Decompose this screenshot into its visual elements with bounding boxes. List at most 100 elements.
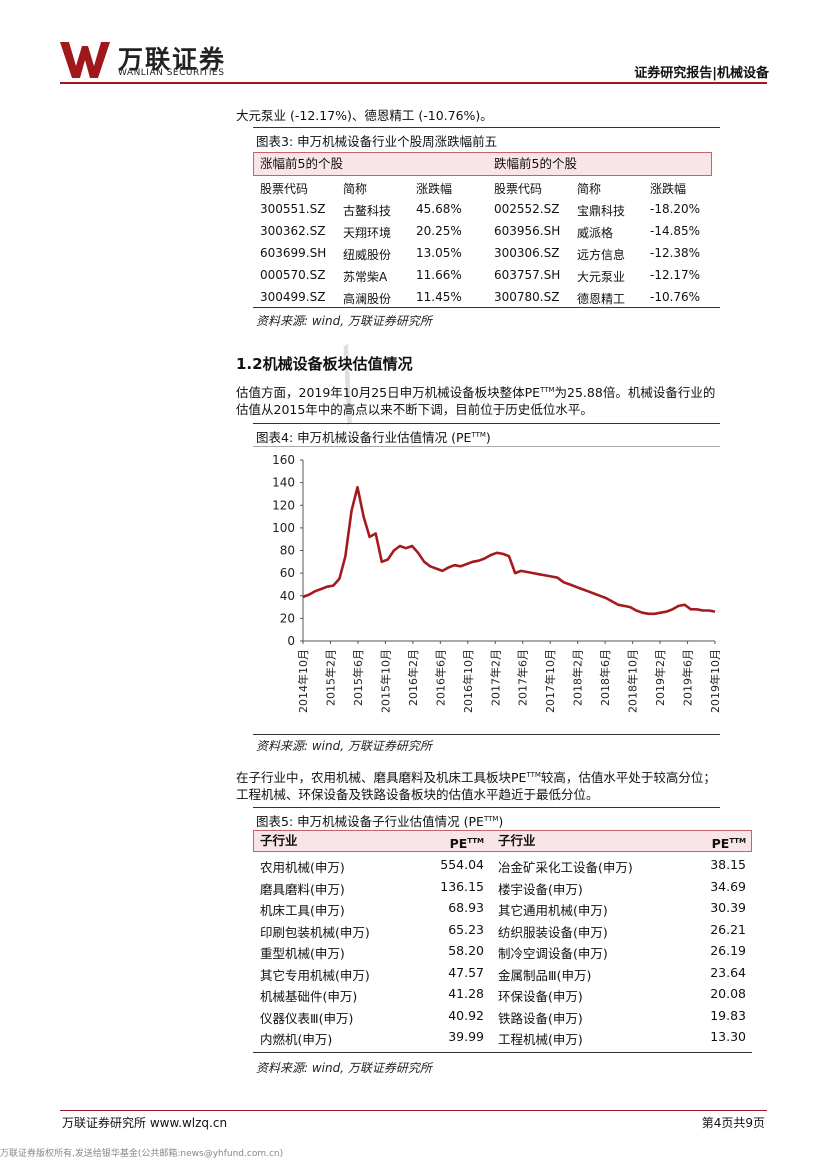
fig3-table-row-cell: 000570.SZ <box>260 268 326 282</box>
fig3-table-row-cell: 300551.SZ <box>260 202 326 216</box>
fig5-table-cell: 38.15 <box>710 857 746 872</box>
y-tick-label: 120 <box>272 498 295 512</box>
fig5-table-cell: 机床工具(申万) <box>260 903 345 918</box>
fig3-table-row-cell: 300362.SZ <box>260 224 326 238</box>
fig5-table-cell: 19.83 <box>710 1007 746 1023</box>
fig3-table-row-cell: 宝鼎科技 <box>577 204 626 218</box>
fig5-table-cell: 其它通用机械(申万) <box>498 903 608 918</box>
fig3-bottom-rule <box>253 307 720 308</box>
section-para1-b: 为25.88倍。机械设备行业的 <box>554 385 716 401</box>
fig5-table-cell: 30.39 <box>710 900 746 915</box>
fig5-table-cell: 楼宇设备(申万) <box>498 881 583 897</box>
fig3-top-rule <box>253 127 720 128</box>
header-divider <box>60 82 767 84</box>
fig3-table-row-cell: -14.85% <box>650 224 701 238</box>
x-tick-label: 2019年10月 <box>708 649 720 713</box>
y-tick-label: 100 <box>272 521 295 535</box>
fig3-table-row-cell: 11.45% <box>416 290 462 304</box>
fig3-title: 图表3: 申万机械设备行业个股周涨跌幅前五 <box>256 134 498 149</box>
fig3-table-row-cell: 603699.SH <box>260 246 327 260</box>
fig3-col-header-cell: 股票代码 <box>260 182 309 196</box>
fig3-table-row-cell: 纽威股份 <box>343 248 392 262</box>
pe-line-chart: 0 20 40 60 80 100 120 140 160 2014年10月 2015年2月 2015… <box>272 453 720 713</box>
fig5-table-cell: 20.08 <box>710 986 746 1001</box>
fig3-table-row-cell: 古鳌科技 <box>343 204 392 218</box>
section-title: 1.2机械设备板块估值情况 <box>236 355 413 373</box>
fig4-title-rule <box>253 446 720 447</box>
y-tick-label: 20 <box>280 611 295 625</box>
fig3-table-row-cell: -10.76% <box>650 290 701 304</box>
y-tick-label: 40 <box>280 589 295 603</box>
fig5-table-cell: 13.30 <box>710 1029 746 1044</box>
fig5-table-cell: 其它专用机械(申万) <box>260 967 370 983</box>
fig3-table-row-cell: 603956.SH <box>494 224 561 238</box>
fig4-bottom-rule <box>253 734 720 735</box>
fig3-table-row-cell: 45.68% <box>416 202 462 216</box>
x-tick-label: 2016年10月 <box>461 649 475 713</box>
fig3-table-row-cell: 300306.SZ <box>494 246 560 260</box>
report-type: 证券研究报告|机械设备 <box>634 66 769 81</box>
y-tick-label: 160 <box>272 453 295 467</box>
logo-mark-icon <box>60 42 110 78</box>
fig4-title: 图表4: 申万机械设备行业估值情况 (PETTM) <box>256 427 491 446</box>
fig3-table-row-cell: 大元泵业 <box>577 270 626 284</box>
fig5-table-cell: 41.28 <box>448 986 484 1001</box>
fig5-table-cell: 重型机械(申万) <box>260 946 345 961</box>
fig5-head-pe-left-text: PE <box>449 836 468 852</box>
sub-para1-b: 较高，估值水平处于较高分位； <box>540 770 716 786</box>
fig3-left-head: 涨幅前5的个股 <box>260 156 343 171</box>
fig5-table-cell: 554.04 <box>440 857 484 872</box>
x-tick-label: 2018年2月 <box>571 649 585 706</box>
fig5-table-cell: 40.92 <box>448 1007 484 1023</box>
y-tick-label: 140 <box>272 476 295 490</box>
fig3-col-header-cell: 简称 <box>577 182 602 196</box>
section-para1-sup: TTM <box>540 386 555 394</box>
fig5-top-rule <box>253 807 720 808</box>
intro-line: 大元泵业 (-12.17%)、德恩精工 (-10.76%)。 <box>236 108 493 123</box>
fig3-table-row-cell: 高澜股份 <box>343 292 392 306</box>
fig5-head-pe-right-text: PE <box>711 836 730 852</box>
fig3-table-row-cell: 天翔环境 <box>343 226 392 240</box>
fig3-table-row-cell: -18.20% <box>650 202 701 216</box>
sub-para1-a: 在子行业中，农用机械、磨具磨料及机床工具板块PE <box>236 770 527 786</box>
x-tick-label: 2019年2月 <box>653 649 667 706</box>
fig5-table-cell: 68.93 <box>448 900 484 915</box>
fig3-table-row-cell: 002552.SZ <box>494 202 560 216</box>
footer-disclaimer: 万联证券版权所有,发送给银华基金(公共邮箱:news@yhfund.com.cn… <box>0 1149 284 1159</box>
fig3-col-header-cell: 涨跌幅 <box>650 182 687 196</box>
section-para2: 估值从2015年中的高点以来不断下调，目前位于历史低位水平。 <box>236 402 593 417</box>
x-tick-label: 2016年6月 <box>433 649 447 706</box>
page-number: 第4页共9页 <box>701 1116 765 1130</box>
section-para1: 估值方面，2019年10月25日申万机械设备板块整体PETTM为25.88倍。机… <box>236 381 715 402</box>
fig5-table-cell: 仪器仪表Ⅲ(申万) <box>260 1010 354 1026</box>
fig5-head-sub-left: 子行业 <box>260 833 298 848</box>
x-tick-label: 2018年6月 <box>598 649 612 706</box>
x-tick-label: 2015年6月 <box>351 649 365 706</box>
fig5-title-sup: TTM <box>483 814 499 823</box>
x-tick-label: 2017年6月 <box>516 649 530 706</box>
x-tick-label: 2016年2月 <box>406 649 420 706</box>
fig3-table-row-cell: 603757.SH <box>494 268 561 282</box>
fig3-table-row-cell: 20.25% <box>416 224 462 238</box>
fig3-source: 资料来源: wind, 万联证券研究所 <box>256 314 432 328</box>
fig5-table-cell: 39.99 <box>448 1029 484 1044</box>
fig5-table-cell: 机械基础件(申万) <box>260 989 358 1004</box>
fig5-table-cell: 农用机械(申万) <box>260 860 345 875</box>
fig4-source: 资料来源: wind, 万联证券研究所 <box>256 739 432 753</box>
x-tick-label: 2014年10月 <box>296 649 310 713</box>
fig5-table-cell: 工程机械(申万) <box>498 1032 583 1047</box>
x-tick-label: 2018年10月 <box>626 649 640 713</box>
fig3-col-header-cell: 涨跌幅 <box>416 182 453 196</box>
fig3-table-row-cell: 远方信息 <box>577 248 626 262</box>
sub-para1: 在子行业中，农用机械、磨具磨料及机床工具板块PETTM较高，估值水平处于较高分位… <box>236 766 716 787</box>
fig5-table-cell: 47.57 <box>448 964 484 980</box>
section-para1-a: 估值方面，2019年10月25日申万机械设备板块整体PE <box>236 385 541 401</box>
fig3-head-band <box>253 152 712 176</box>
fig3-table-row-cell: 苏常柴A <box>343 270 388 284</box>
fig3-table-row-cell: 11.66% <box>416 268 462 282</box>
fig5-table-cell: 环保设备(申万) <box>498 989 583 1004</box>
fig5-table-cell: 34.69 <box>710 878 746 894</box>
fig3-table-row-cell: -12.17% <box>650 268 701 282</box>
y-tick-label: 80 <box>280 544 295 558</box>
fig3-col-header-cell: 股票代码 <box>494 182 543 196</box>
